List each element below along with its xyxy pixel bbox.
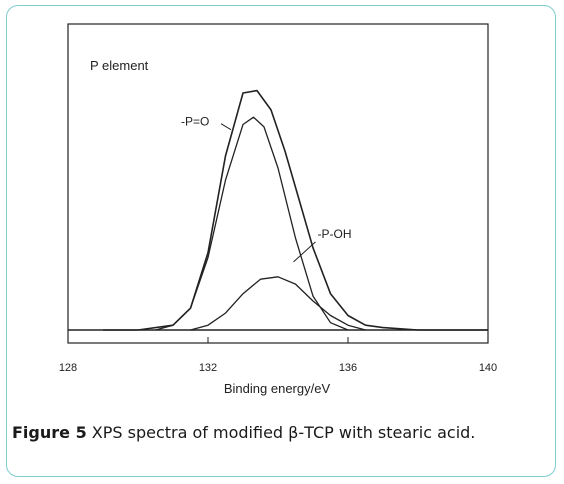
x-tick-label: 132: [199, 362, 217, 374]
series-group: [103, 89, 488, 331]
series-line-3: [190, 276, 366, 331]
x-tick-label: 140: [479, 362, 497, 374]
x-tick-label: 136: [339, 362, 357, 374]
figure-caption: Figure 5 XPS spectra of modified β-TCP w…: [12, 423, 552, 442]
series-line-1: [103, 89, 488, 331]
annotation-label: -P=O: [181, 115, 209, 129]
panel-label: P element: [90, 58, 149, 73]
figure-number: Figure 5: [12, 423, 87, 442]
annotation-label: -P-OH: [318, 227, 352, 241]
annotation-pointer: [293, 241, 316, 263]
caption-text: XPS spectra of modified β-TCP with stear…: [86, 423, 476, 442]
annotation-pointer: [220, 123, 232, 131]
x-tick-label: 128: [59, 362, 77, 374]
plot-frame: [67, 23, 489, 344]
xps-chart: 128 132 136 140 -P=O -P-OH P element Binding…: [59, 23, 497, 396]
figure-card: [6, 5, 556, 477]
x-ticks: 128 132 136 140: [59, 337, 497, 374]
series-line-2: [155, 116, 349, 331]
x-axis-label: Binding energy/eV: [224, 381, 331, 396]
annotations: -P=O -P-OH: [181, 115, 352, 263]
